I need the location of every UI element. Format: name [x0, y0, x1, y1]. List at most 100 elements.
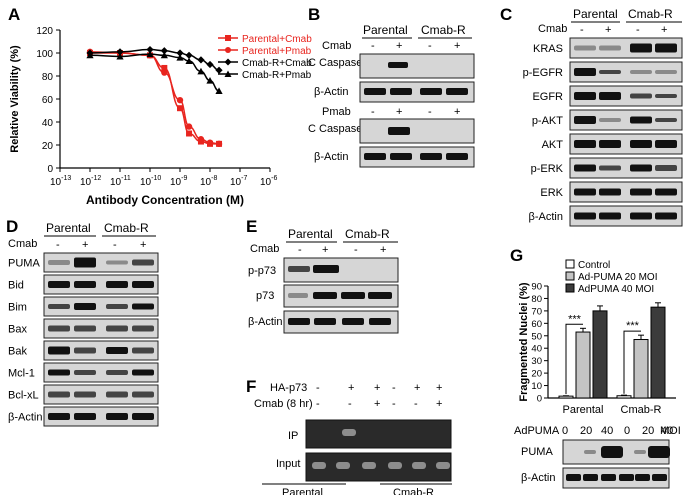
- viability-chart: 0 20 40 60 80 100 120 10-13 10-12 10-11 10-10 10-9 1…: [9, 26, 312, 207]
- blot-band: [106, 304, 128, 309]
- blot-strip: [43, 340, 159, 361]
- series-line: [90, 52, 220, 145]
- data-point: [197, 56, 205, 64]
- blot-label: EGFR: [532, 91, 563, 103]
- data-point: [215, 66, 223, 74]
- blot-band: [132, 347, 154, 354]
- group-label-parental: Parental: [573, 7, 618, 21]
- panel-c-letter: C: [500, 5, 512, 24]
- data-point: [197, 136, 205, 143]
- blot-band: [630, 43, 652, 53]
- legend-label: Control: [578, 260, 610, 271]
- y-tick-label: 100: [36, 49, 53, 60]
- blot-label: C Caspase-3: [308, 123, 372, 135]
- legend-swatch: [565, 271, 575, 281]
- bar: [650, 306, 666, 399]
- blot-label: Bid: [8, 280, 24, 292]
- dose-label: 20: [580, 425, 592, 437]
- group-label-cmabr: Cmab-R: [345, 227, 390, 241]
- series-line: [89, 51, 220, 145]
- group-label-cmabr: Cmab-R: [104, 221, 149, 235]
- sign: -: [636, 24, 640, 36]
- row-label-pmab: Pmab: [322, 106, 351, 118]
- sign: +: [661, 24, 667, 36]
- y-tick-label: 20: [531, 369, 542, 380]
- sign: -: [392, 382, 396, 394]
- blot-label: p73: [256, 290, 274, 302]
- blot-strip: [569, 61, 683, 83]
- sign: +: [436, 398, 442, 410]
- legend-marker: [224, 70, 232, 77]
- blot-strip: [569, 133, 683, 155]
- blot-label: β-Actin: [314, 151, 348, 163]
- blot-band: [630, 93, 652, 99]
- blot-strip: [43, 384, 159, 405]
- bar: [592, 310, 608, 399]
- blot-band: [106, 413, 128, 420]
- blot-band: [599, 212, 621, 220]
- gel-band: [362, 462, 376, 469]
- bar: [633, 339, 649, 399]
- x-tick-label: 10-11: [110, 175, 131, 188]
- blot-label: AKT: [542, 139, 564, 151]
- legend-label: AdPUMA 40 MOI: [578, 284, 654, 295]
- legend-marker: [225, 47, 231, 53]
- blot-band: [599, 165, 621, 171]
- y-tick-label: 50: [531, 331, 542, 342]
- legend-marker: [224, 58, 232, 66]
- gel-band: [412, 462, 426, 469]
- blot-band: [630, 188, 652, 196]
- blot-band: [566, 474, 581, 481]
- group-label-parental: Parental: [363, 23, 408, 37]
- sign: -: [371, 106, 375, 118]
- sign: -: [354, 244, 358, 256]
- sign: -: [113, 239, 117, 251]
- row-label-cmab: Cmab: [322, 40, 351, 52]
- data-point: [146, 50, 154, 58]
- blot-band: [655, 140, 677, 148]
- sign: +: [348, 382, 354, 394]
- data-point: [146, 45, 154, 54]
- y-tick-label: 0: [537, 394, 542, 405]
- blot-band: [74, 303, 96, 310]
- blot-band: [574, 212, 596, 220]
- y-tick-label: 70: [531, 306, 542, 317]
- blot-band: [48, 325, 70, 332]
- blot-label: Bax: [8, 324, 27, 336]
- blot-band: [655, 70, 677, 74]
- blot-label: p-AKT: [532, 115, 563, 127]
- blot-label: p-ERK: [531, 163, 564, 175]
- data-point: [185, 123, 193, 130]
- sign: +: [454, 106, 460, 118]
- data-point: [186, 130, 193, 137]
- group-label-parental: Parental: [46, 221, 91, 235]
- blot-band: [132, 303, 154, 310]
- blot-strip: [569, 85, 683, 107]
- blot-band: [599, 188, 621, 196]
- blot-band: [48, 413, 70, 420]
- gel-band: [436, 462, 450, 469]
- x-tick-label: 10-8: [200, 175, 217, 188]
- sign: +: [396, 106, 402, 118]
- blot-band: [601, 474, 616, 481]
- x-tick-label: 10-7: [230, 175, 247, 188]
- y-tick-label: 20: [42, 141, 54, 152]
- bar: [616, 395, 632, 399]
- blot-strip: [43, 362, 159, 383]
- data-point: [176, 96, 184, 104]
- blot-label: C Caspase-3: [308, 57, 372, 69]
- panel-c-blots: Parental Cmab-R Cmab - + - + KRAS p-EGFR E…: [523, 7, 683, 227]
- significance-marker: ***: [568, 313, 582, 325]
- blot-band: [106, 281, 128, 288]
- dose-label: 0: [624, 425, 630, 437]
- blot-band: [599, 92, 621, 100]
- group-label-cmabr: Cmab-R: [393, 487, 434, 495]
- blot-strip: [569, 109, 683, 131]
- y-tick-label: 120: [36, 26, 53, 37]
- blot-strip: [569, 181, 683, 203]
- blot-label: p-EGFR: [523, 67, 563, 79]
- sign: +: [380, 244, 386, 256]
- panel-b-letter: B: [308, 5, 320, 24]
- bar: [558, 395, 574, 399]
- y-tick-label: 0: [47, 164, 53, 175]
